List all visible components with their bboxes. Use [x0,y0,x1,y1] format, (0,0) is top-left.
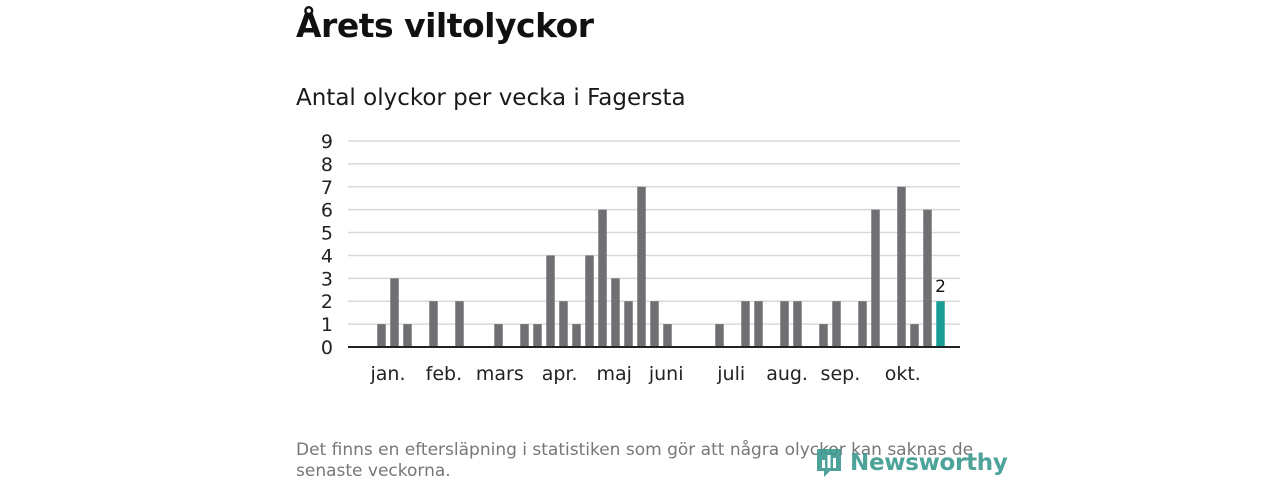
bar [793,301,802,347]
y-tick-label: 7 [321,177,333,199]
bar [780,301,789,347]
bar [858,301,867,347]
footnote: Det finns en eftersläpning i statistiken… [296,440,974,481]
chart-subtitle: Antal olyckor per vecka i Fagersta [296,85,686,111]
x-tick-label: apr. [542,363,578,385]
y-tick-label: 3 [321,268,333,290]
bar [741,301,750,347]
grid-lines [348,140,960,325]
highlight-value-label: 2 [935,277,946,297]
bar [533,324,542,347]
bar [455,301,464,347]
chart-title: Årets viltolyckor [296,6,594,45]
bars [377,186,945,347]
x-tick-label: feb. [426,363,462,385]
bar [377,324,386,347]
bar [572,324,581,347]
x-tick-label: mars [476,363,524,385]
y-tick-label: 8 [321,154,333,176]
x-tick-label: maj [596,363,631,385]
bar [598,209,607,347]
y-tick-label: 0 [321,337,333,359]
bar [663,324,672,347]
bar [611,278,620,347]
bar [923,209,932,347]
newsworthy-logo-icon [817,449,841,477]
y-tick-label: 4 [321,245,333,267]
bar [637,186,646,347]
y-tick-label: 6 [321,200,333,222]
x-axis-month-labels: jan. feb. mars apr. maj juni juli aug. sep. okt. [369,363,920,385]
bar [546,255,555,347]
x-tick-label: sep. [821,363,861,385]
bar [832,301,841,347]
bar [897,186,906,347]
bar [559,301,568,347]
bar [429,301,438,347]
y-tick-label: 9 [321,131,333,153]
bar [585,255,594,347]
bar [910,324,919,347]
bar [715,324,724,347]
bar [819,324,828,347]
y-tick-label: 2 [321,291,333,313]
newsworthy-logo: Newsworthy [814,446,1008,480]
bar [390,278,399,347]
bar [754,301,763,347]
bar [650,301,659,347]
bar [403,324,412,347]
x-tick-label: juni [648,363,684,385]
logo-text: Newsworthy [850,450,1008,476]
bar [520,324,529,347]
bar [871,209,880,347]
bar-highlighted [936,301,945,347]
x-tick-label: juli [716,363,745,385]
x-tick-label: okt. [885,363,921,385]
y-tick-label: 1 [321,314,333,336]
y-tick-label: 5 [321,223,333,245]
x-tick-label: jan. [369,363,405,385]
bar [494,324,503,347]
bar [624,301,633,347]
x-tick-label: aug. [766,363,808,385]
